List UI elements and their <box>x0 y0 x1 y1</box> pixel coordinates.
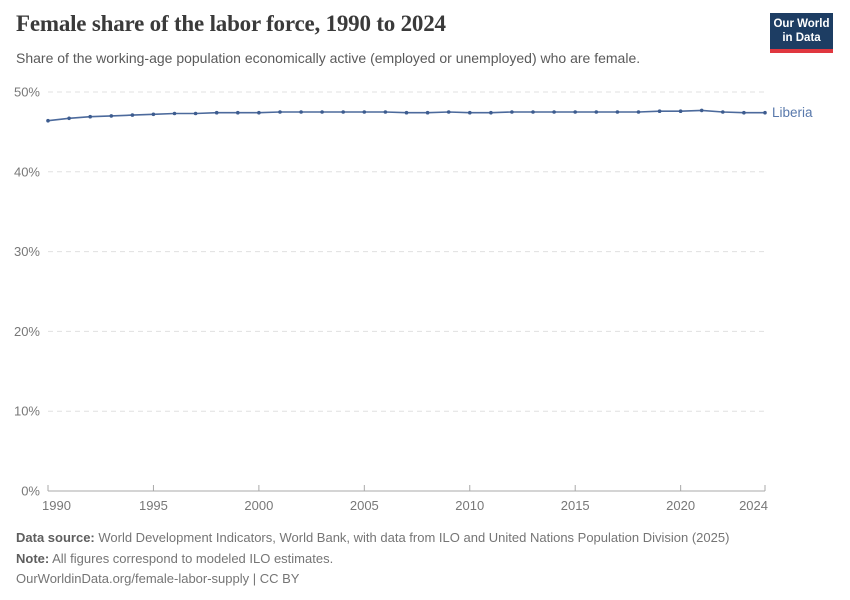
data-point <box>257 110 261 115</box>
data-point <box>172 111 177 116</box>
owid-logo-line1: Our World <box>773 18 830 30</box>
x-axis-tick-label: 2020 <box>666 498 695 513</box>
data-point <box>446 110 451 114</box>
data-point <box>678 109 683 113</box>
data-point <box>531 110 535 114</box>
data-point <box>214 110 219 115</box>
data-point <box>573 110 577 114</box>
data-point <box>468 110 472 115</box>
data-point <box>425 110 430 115</box>
note-label: Note: <box>16 550 50 566</box>
data-point <box>721 110 725 114</box>
data-source-line: Data source: World Development Indicator… <box>16 528 816 549</box>
x-axis-tick-label: 2015 <box>561 498 590 513</box>
y-axis-tick-label: 10% <box>14 404 40 419</box>
chart-svg[interactable]: 0% 10% 20% 30% 40% 50% 1990 1995 2000 2005 2010 201… <box>0 80 850 515</box>
data-point <box>510 110 514 114</box>
x-axis-tick-label: 2010 <box>455 498 484 513</box>
data-point <box>67 116 71 121</box>
data-source-label: Data source: <box>16 530 95 545</box>
data-point <box>404 110 409 115</box>
data-point <box>383 110 388 114</box>
data-point <box>552 110 556 114</box>
data-point <box>151 112 156 117</box>
footer-citation-link[interactable]: OurWorldinData.org/female-labor-supply |… <box>16 571 300 586</box>
entity-label-liberia[interactable]: Liberia <box>772 105 813 120</box>
y-axis-tick-label: 0% <box>21 484 40 499</box>
y-axis-tick-label: 40% <box>14 164 40 179</box>
x-axis-tick-label: 2005 <box>350 498 379 513</box>
data-point <box>742 110 746 115</box>
data-point <box>46 118 50 123</box>
data-point <box>763 110 767 115</box>
data-point <box>88 114 92 119</box>
y-axis-tick-label: 30% <box>14 244 40 259</box>
x-axis-tick-label: 2024 <box>739 498 768 513</box>
y-axis-tick-label: 50% <box>14 85 40 100</box>
data-point <box>109 114 114 118</box>
data-point <box>594 110 599 114</box>
owid-logo-line2: in Data <box>782 31 821 44</box>
data-point <box>699 108 704 113</box>
data-point <box>657 109 662 113</box>
chart-footer: Data source: World Development Indicator… <box>16 528 816 590</box>
data-point <box>636 110 641 114</box>
data-point <box>615 110 620 114</box>
data-point <box>341 110 346 114</box>
data-point <box>299 110 303 114</box>
chart-area[interactable]: 0% 10% 20% 30% 40% 50% 1990 1995 2000 2005 2010 201… <box>0 80 850 515</box>
data-point <box>362 110 367 114</box>
chart-subtitle: Share of the working-age population econ… <box>16 50 641 66</box>
data-point <box>489 110 493 115</box>
data-point <box>236 110 240 115</box>
page-title: Female share of the labor force, 1990 to… <box>16 11 446 36</box>
note-line: Note: All figures correspond to modeled … <box>16 549 816 570</box>
owid-logo[interactable]: Our World in Data <box>770 13 833 53</box>
data-point <box>278 110 282 114</box>
data-point <box>193 111 198 116</box>
note-text: All figures correspond to modeled ILO es… <box>49 550 334 566</box>
y-axis-tick-label: 20% <box>14 324 40 339</box>
x-axis-tick-label: 2000 <box>244 498 273 513</box>
x-axis-tick-label: 1990 <box>42 498 71 513</box>
data-source-text: World Development Indicators, World Bank… <box>94 530 730 545</box>
x-axis-tick-label: 1995 <box>139 498 168 513</box>
data-point <box>320 110 324 114</box>
data-point <box>130 113 135 117</box>
